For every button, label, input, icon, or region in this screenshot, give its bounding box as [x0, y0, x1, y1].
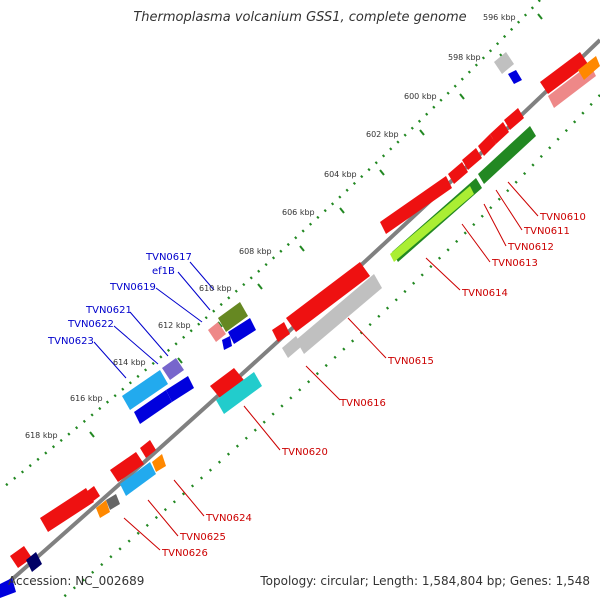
gene-cyan-620 — [216, 372, 262, 414]
gene-red-624a — [110, 452, 144, 482]
gene-red-626 — [86, 486, 100, 502]
gene-label: TVN0612 — [507, 242, 554, 253]
gene-blue-616a — [134, 390, 172, 424]
gene-tvn0616-small — [272, 322, 290, 342]
gene-label: TVN0617 — [145, 252, 192, 263]
gene-blue-612b — [222, 336, 232, 350]
gene-label: TVN0610 — [539, 212, 586, 223]
gene-labels-right: TVN0610 TVN0611 TVN0612 TVN0613 TVN0614 TVN06… — [161, 212, 586, 559]
ruler-tick-mark — [379, 169, 385, 176]
gene-skyblue-616 — [122, 370, 168, 410]
gene-pink-612 — [208, 322, 226, 342]
gene-grey-596 — [494, 52, 514, 74]
gene-label: TVN0623 — [47, 336, 94, 347]
gene-red-625 — [40, 488, 94, 532]
gene-tvn0615 — [286, 262, 370, 332]
ruler-tick-label: 602 kbp — [366, 130, 399, 139]
ruler-tick-label: 614 kbp — [113, 358, 146, 367]
gene-orange-626 — [96, 500, 110, 518]
gene-blue-596 — [508, 70, 522, 84]
ruler-tick-label: 600 kbp — [404, 92, 437, 101]
ruler-tick-mark — [217, 321, 223, 328]
gene-tvn0613 — [462, 148, 482, 170]
genome-summary-text: Topology: circular; Length: 1,584,804 bp… — [260, 574, 590, 588]
gene-block-b — [540, 52, 588, 94]
gene-block-a — [380, 176, 452, 234]
forward-features — [0, 52, 600, 598]
gene-label: TVN0622 — [67, 319, 114, 330]
gene-darkgrey-626 — [106, 494, 120, 510]
ruler-tick-mark — [177, 357, 183, 364]
ruler-tick-label: 596 kbp — [483, 13, 516, 22]
ruler-tick-label: 616 kbp — [70, 394, 103, 403]
gene-label: TVN0611 — [523, 226, 570, 237]
gene-grey-small — [282, 336, 302, 358]
gene-orange-596 — [578, 56, 600, 80]
gene-skyblue-624 — [120, 462, 156, 496]
reverse-features — [96, 126, 536, 518]
gene-label: TVN0620 — [281, 447, 328, 458]
gene-label: TVN0613 — [491, 258, 538, 269]
gene-tvn0614 — [448, 162, 468, 184]
gene-tvn0610 — [504, 108, 524, 130]
gene-labels-left: TVN0617 ef1B TVN0619 TVN0621 TVN0622 TVN0623 — [47, 252, 192, 347]
ruler-tick-mark — [89, 431, 95, 438]
ruler-tick-mark — [419, 129, 425, 136]
gene-navy-bottom — [26, 552, 42, 572]
gene-tvn0611 — [490, 122, 509, 144]
ruler-tick-label: 610 kbp — [199, 284, 232, 293]
ruler-tick-label: 604 kbp — [324, 170, 357, 179]
gene-label: TVN0614 — [461, 288, 508, 299]
gene-red-624b — [140, 440, 156, 458]
gene-label: TVN0621 — [85, 305, 132, 316]
ruler-arc — [0, 0, 541, 491]
gene-orange-624 — [152, 454, 166, 472]
map-title: Thermoplasma volcanium GSS1, complete ge… — [133, 10, 467, 25]
gene-grey-large — [296, 274, 382, 354]
gene-label: TVN0626 — [161, 548, 208, 559]
ruler-tick-label: 608 kbp — [239, 247, 272, 256]
ruler-tick-label: 598 kbp — [448, 53, 481, 62]
ruler-tick-mark — [459, 93, 465, 100]
gene-label: TVN0624 — [205, 513, 252, 524]
ruler-tick-label: 612 kbp — [158, 321, 191, 330]
ruler-tick-mark — [339, 207, 345, 214]
gene-label: TVN0616 — [339, 398, 386, 409]
leader-lines — [93, 181, 539, 551]
gene-blue-corner — [0, 578, 16, 598]
gene-blue-612 — [228, 318, 256, 344]
ruler-tick-label: 606 kbp — [282, 208, 315, 217]
gene-tvn0612 — [478, 134, 496, 156]
gene-label: TVN0625 — [179, 532, 226, 543]
accession-text: Accession: NC_002689 — [8, 574, 145, 588]
gene-label: ef1B — [152, 266, 175, 277]
gene-blue-616b — [166, 376, 194, 402]
ruler-tick-mark — [299, 245, 305, 252]
gene-red-bottom — [10, 546, 32, 568]
gene-olive-610 — [218, 302, 248, 332]
gene-label: TVN0615 — [387, 356, 434, 367]
ruler-tick-label: 618 kbp — [25, 431, 58, 440]
gene-tvn0620 — [210, 368, 244, 398]
gene-lightgreen — [390, 186, 474, 262]
ruler-tick-mark — [257, 283, 263, 290]
gene-green-a — [478, 126, 536, 184]
gene-label: TVN0619 — [109, 282, 156, 293]
gene-purple-614 — [162, 358, 184, 380]
ruler-tick-mark — [537, 13, 543, 20]
ruler-tick-labels: 596 kbp 598 kbp 600 kbp 602 kbp 604 kbp 606 k… — [25, 13, 516, 440]
